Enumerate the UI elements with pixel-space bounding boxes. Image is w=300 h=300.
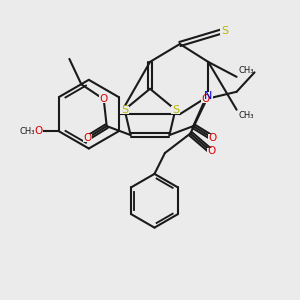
- Text: CH₃: CH₃: [239, 66, 254, 75]
- Bar: [120, 106, 129, 114]
- Bar: [220, 26, 230, 35]
- Text: O: O: [201, 94, 209, 104]
- Text: O: O: [83, 133, 92, 143]
- Bar: [171, 106, 180, 114]
- Bar: [83, 134, 92, 142]
- Text: S: S: [221, 26, 228, 36]
- Text: CH₃: CH₃: [239, 111, 254, 120]
- Text: S: S: [172, 105, 179, 115]
- Bar: [203, 92, 213, 100]
- Bar: [34, 128, 43, 135]
- Text: O: O: [34, 126, 42, 136]
- Text: S: S: [121, 105, 128, 115]
- Bar: [207, 148, 216, 155]
- Text: O: O: [208, 133, 217, 143]
- Text: CH₃: CH₃: [19, 127, 34, 136]
- Text: O: O: [207, 146, 215, 157]
- Text: O: O: [100, 94, 108, 104]
- Text: N: N: [204, 91, 212, 101]
- Bar: [201, 95, 210, 103]
- Bar: [208, 134, 217, 142]
- Bar: [99, 95, 108, 103]
